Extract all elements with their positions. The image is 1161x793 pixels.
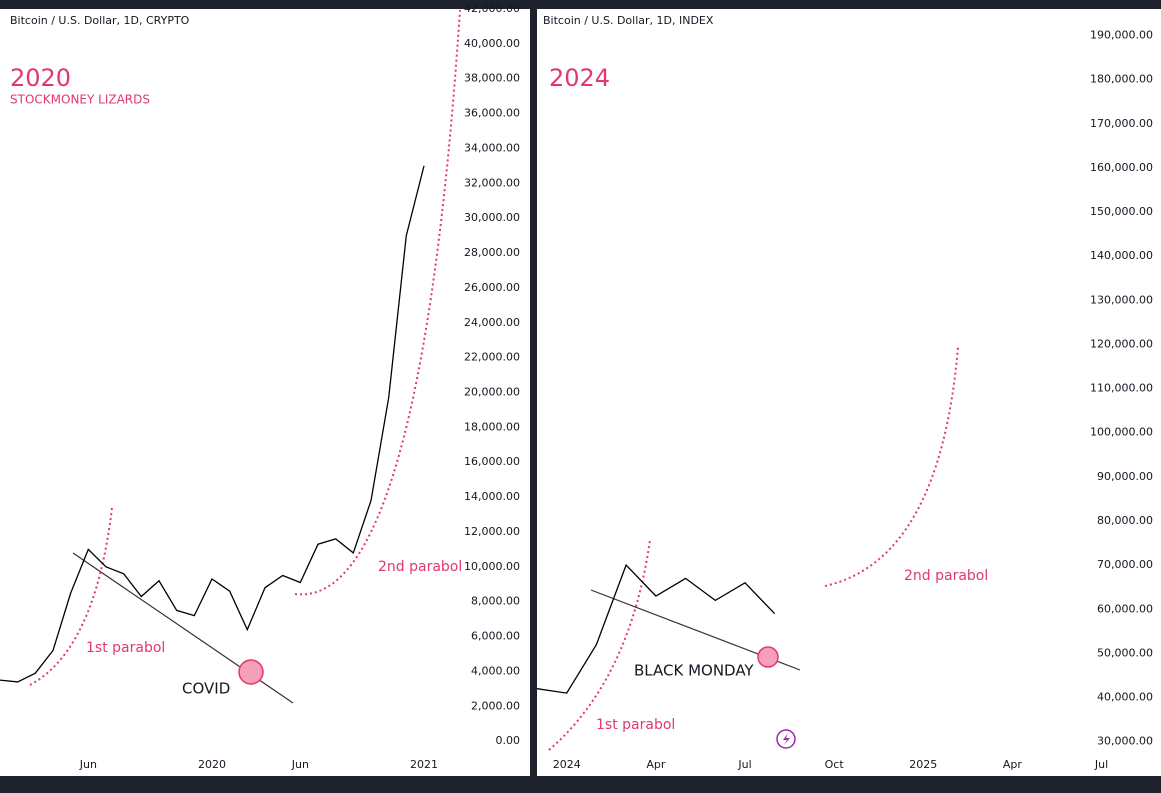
x-tick-label: Jul — [1094, 758, 1108, 771]
x-tick-label: 2024 — [553, 758, 581, 771]
y-tick-label: 130,000.00 — [1090, 293, 1153, 306]
y-tick-label: 150,000.00 — [1090, 205, 1153, 218]
x-tick-label: Oct — [825, 758, 845, 771]
y-tick-label: 22,000.00 — [464, 351, 520, 364]
y-tick-label: 20,000.00 — [464, 386, 520, 399]
y-tick-label: 120,000.00 — [1090, 337, 1153, 350]
y-tick-label: 32,000.00 — [464, 176, 520, 189]
icon — [783, 733, 790, 745]
event-marker — [757, 646, 779, 668]
y-tick-label: 16,000.00 — [464, 455, 520, 468]
y-tick-label: 8,000.00 — [471, 595, 520, 608]
y-tick-label: 30,000.00 — [1097, 735, 1153, 748]
y-tick-label: 2,000.00 — [471, 699, 520, 712]
x-tick-label: 2021 — [410, 758, 438, 771]
y-tick-label: 14,000.00 — [464, 490, 520, 503]
y-tick-label: 100,000.00 — [1090, 426, 1153, 439]
y-tick-label: 170,000.00 — [1090, 117, 1153, 130]
y-tick-label: 6,000.00 — [471, 630, 520, 643]
y-tick-label: 24,000.00 — [464, 316, 520, 329]
parabola — [294, 9, 461, 596]
y-tick-label: 180,000.00 — [1090, 73, 1153, 86]
panel-title: Bitcoin / U.S. Dollar, 1D, INDEX — [543, 14, 714, 27]
y-tick-label: 4,000.00 — [471, 664, 520, 677]
parabola — [548, 539, 651, 751]
y-tick-label: 0.00 — [496, 734, 521, 747]
y-tick-label: 28,000.00 — [464, 246, 520, 259]
x-tick-label: 2025 — [909, 758, 937, 771]
y-tick-label: 160,000.00 — [1090, 161, 1153, 174]
y-tick-label: 90,000.00 — [1097, 470, 1153, 483]
annotation: 1st parabol — [596, 717, 675, 733]
annotation: BLACK MONDAY — [634, 662, 754, 680]
icon — [776, 729, 796, 749]
y-tick-label: 60,000.00 — [1097, 602, 1153, 615]
y-tick-label: 70,000.00 — [1097, 558, 1153, 571]
y-tick-label: 42,000.00 — [464, 2, 520, 15]
price-line — [0, 165, 425, 683]
annotation: STOCKMONEY LIZARDS — [10, 93, 150, 107]
panel — [0, 9, 530, 776]
y-tick-label: 12,000.00 — [464, 525, 520, 538]
annotation: 2nd parabol — [378, 559, 462, 575]
y-tick-label: 80,000.00 — [1097, 514, 1153, 527]
y-tick-label: 10,000.00 — [464, 560, 520, 573]
annotation: 2nd parabol — [904, 568, 988, 584]
y-tick-label: 18,000.00 — [464, 420, 520, 433]
y-tick-label: 140,000.00 — [1090, 249, 1153, 262]
y-tick-label: 110,000.00 — [1090, 382, 1153, 395]
y-tick-label: 40,000.00 — [464, 37, 520, 50]
y-tick-label: 190,000.00 — [1090, 28, 1153, 41]
y-tick-label: 50,000.00 — [1097, 646, 1153, 659]
x-tick-label: Apr — [646, 758, 666, 771]
x-tick-label: Apr — [1003, 758, 1023, 771]
x-tick-label: 2020 — [198, 758, 226, 771]
x-tick-label: Jul — [737, 758, 751, 771]
y-tick-label: 34,000.00 — [464, 141, 520, 154]
x-tick-label: Jun — [79, 758, 97, 771]
y-tick-label: 40,000.00 — [1097, 691, 1153, 704]
panel-title: Bitcoin / U.S. Dollar, 1D, CRYPTO — [10, 14, 190, 27]
y-tick-label: 36,000.00 — [464, 107, 520, 120]
price-line — [536, 563, 776, 694]
y-tick-label: 30,000.00 — [464, 211, 520, 224]
annotation: COVID — [182, 680, 230, 698]
y-tick-label: 38,000.00 — [464, 72, 520, 85]
annotation: 2020 — [10, 64, 71, 92]
annotation: 1st parabol — [86, 640, 165, 656]
y-tick-label: 26,000.00 — [464, 281, 520, 294]
x-tick-label: Jun — [291, 758, 309, 771]
event-marker — [238, 659, 264, 685]
panel — [537, 9, 1161, 776]
annotation: 2024 — [549, 64, 610, 92]
parabola — [824, 346, 959, 587]
